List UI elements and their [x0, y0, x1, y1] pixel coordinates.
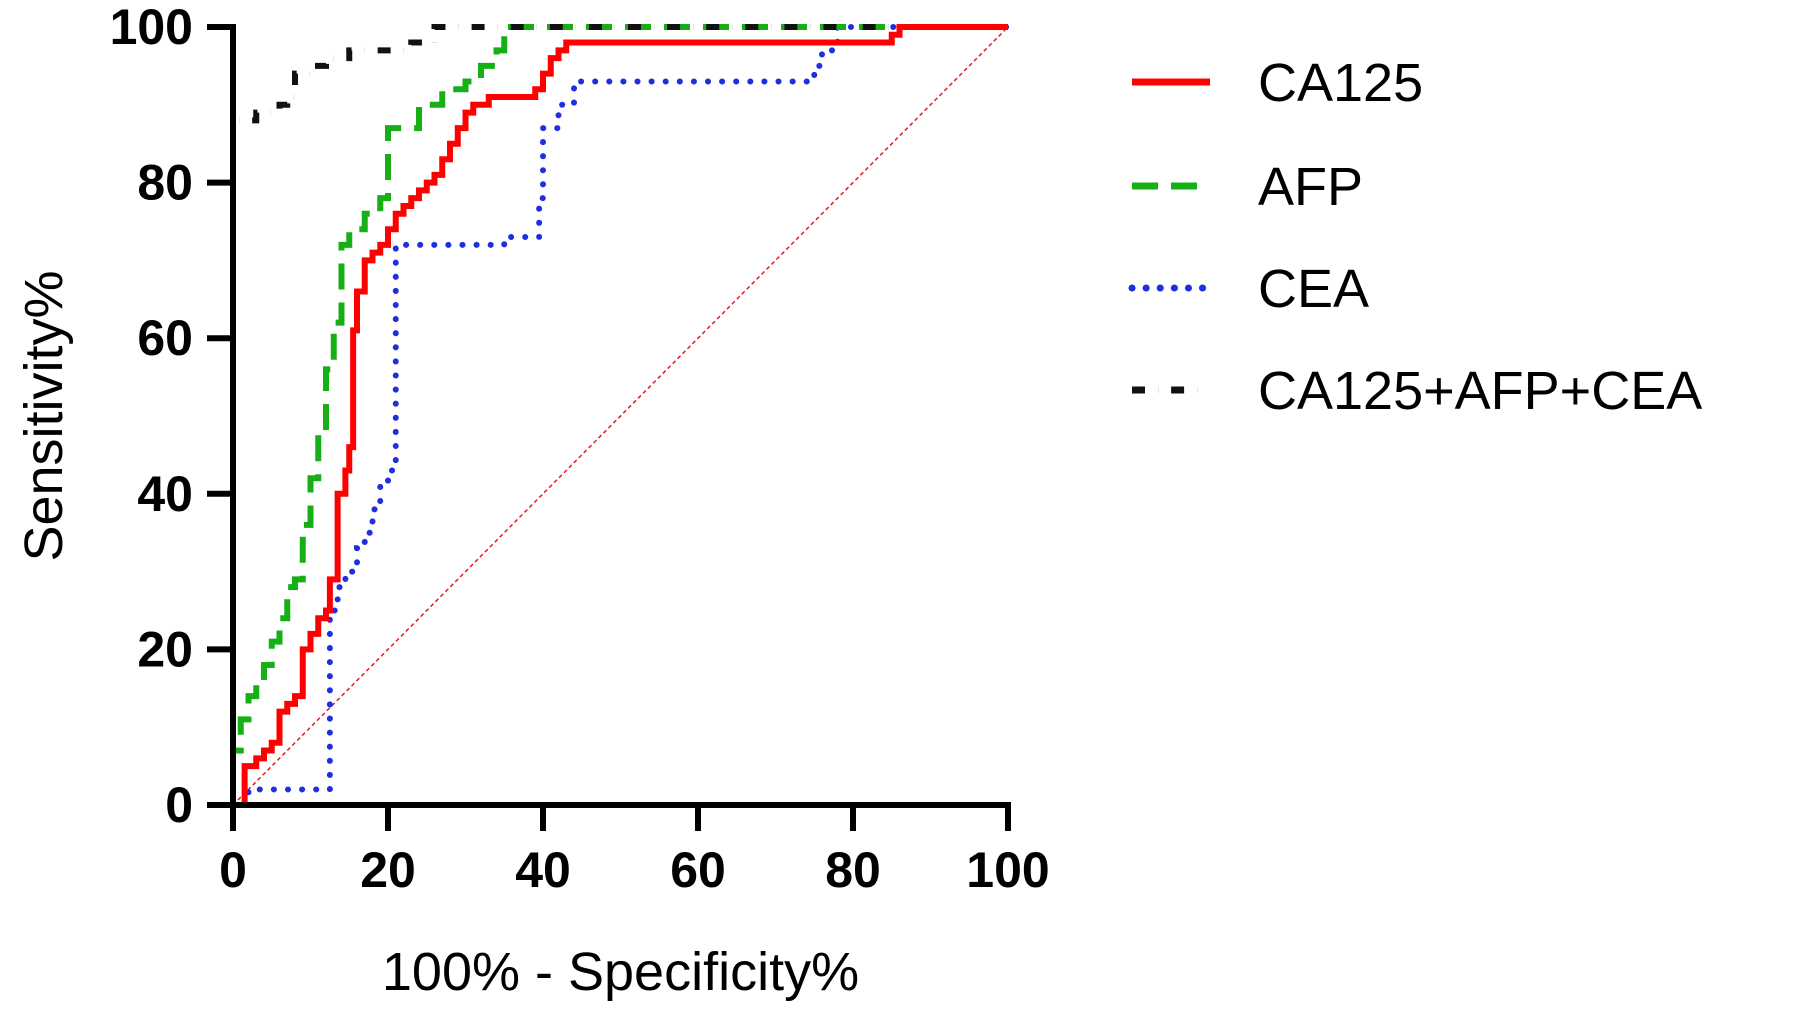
- legend-label: CA125: [1258, 53, 1423, 113]
- x-tick-label: 20: [360, 842, 416, 898]
- x-tick-label: 60: [670, 842, 726, 898]
- series-line-cea: [230, 24, 1011, 808]
- y-tick-label: 20: [137, 621, 193, 677]
- y-tick-label: 40: [137, 466, 193, 522]
- y-axis-title: Sensitivity%: [14, 270, 74, 561]
- x-tick-label: 80: [825, 842, 881, 898]
- y-tick-label: 100: [110, 0, 193, 55]
- y-tick-label: 80: [137, 155, 193, 211]
- legend-label: CA125+AFP+CEA: [1258, 361, 1702, 421]
- legend-label: AFP: [1258, 157, 1363, 217]
- x-tick-label: 40: [515, 842, 571, 898]
- axes: 0 20 40 60 80 100 0 20 40 60 80 100: [110, 0, 1050, 898]
- series-line-afp: [230, 24, 1008, 805]
- y-tick-label: 0: [165, 777, 193, 833]
- x-tick-label: 0: [219, 842, 247, 898]
- x-ticks: 0 20 40 60 80 100: [219, 805, 1050, 898]
- x-tick-label: 100: [966, 842, 1049, 898]
- y-tick-label: 60: [137, 310, 193, 366]
- series-line-ca125: [233, 24, 1008, 808]
- reference-line: [232, 26, 1009, 806]
- plot-lines: [230, 24, 1011, 808]
- x-axis-title: 100% - Specificity%: [382, 942, 859, 1002]
- y-ticks: 0 20 40 60 80 100: [110, 0, 233, 833]
- legend: CA125 AFP CEA CA125+AFP+CEA: [1128, 53, 1702, 421]
- series-line-ca125-afp-cea: [230, 24, 1008, 805]
- legend-label: CEA: [1258, 259, 1369, 319]
